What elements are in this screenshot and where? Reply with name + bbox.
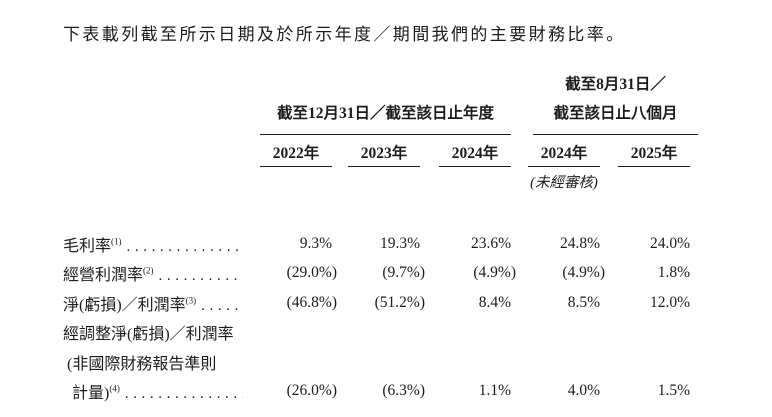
table-row-adjusted-net-margin-line3: 計量)(4) (26.0%) (6.3%) 1.1% 4.0% 1.5%: [63, 377, 690, 407]
header-body-spacer: [63, 196, 690, 229]
table-row-operating-margin: 經營利潤率(2) (29.0%) (9.7%) (4.9%) (4.9%) 1.…: [63, 259, 690, 289]
value-cell: 24.8%: [559, 234, 600, 252]
column-group-header-row: 截至12月31日／截至該日止年度 截至8月31日／ 截至該日止八個月: [63, 70, 698, 135]
value-cell: 1.8%: [657, 264, 690, 282]
unaudited-note: (未經審核): [530, 175, 598, 191]
footnote-marker: (2): [143, 265, 154, 276]
footnote-marker: (4): [109, 383, 120, 394]
value-cell: 8.5%: [567, 293, 600, 311]
value-cell: 19.3%: [379, 234, 420, 252]
row-label: (非國際財務報告準則: [67, 355, 217, 373]
column-group-eight-months-line2: 截至該日止八個月: [553, 105, 678, 122]
unaudited-note-row: (未經審核): [63, 167, 690, 196]
column-year-2022: 2022年: [260, 141, 332, 167]
value-cell: 23.6%: [470, 234, 511, 252]
row-label: 計量)(4): [72, 383, 120, 403]
value-cell: (26.0%): [286, 382, 337, 400]
value-cell: 24.0%: [649, 234, 690, 252]
column-group-eight-months-line1: 截至8月31日／: [565, 76, 666, 93]
row-label: 淨(虧損)／利潤率(3): [63, 295, 197, 314]
footnote-marker: (1): [111, 236, 122, 247]
financial-ratios-table: 截至12月31日／截至該日止年度 截至8月31日／ 截至該日止八個月 2022年…: [63, 70, 698, 407]
dot-leader: [127, 239, 243, 256]
value-cell: 1.1%: [478, 382, 511, 400]
dot-leader: [201, 298, 243, 315]
value-cell: 1.5%: [657, 382, 690, 400]
table-row-net-margin: 淨(虧損)／利潤率(3) (46.8%) (51.2%) 8.4% 8.5% 1…: [63, 288, 690, 318]
footnote-marker: (3): [185, 295, 197, 306]
table-row-adjusted-net-margin-line2: (非國際財務報告準則: [63, 347, 690, 377]
value-cell: (6.3%): [382, 382, 425, 400]
year-header-row: 2022年 2023年 2024年 2024年 2025年: [63, 131, 690, 167]
column-year-2025: 2025年: [618, 141, 690, 167]
column-group-annual: 截至12月31日／截至該日止年度: [260, 99, 511, 135]
value-cell: 4.0%: [567, 382, 600, 400]
value-cell: (4.9%): [562, 264, 605, 282]
value-cell: 8.4%: [478, 293, 511, 311]
row-label: 經營利潤率(2): [63, 265, 154, 285]
page-title: 下表載列截至所示日期及於所示年度／期間我們的主要財務比率。: [63, 25, 626, 44]
value-cell: (51.2%): [374, 293, 425, 311]
table-row-adjusted-net-margin-line1: 經調整淨(虧損)／利潤率: [63, 318, 690, 348]
value-cell: (9.7%): [382, 264, 425, 282]
dot-leader: [159, 268, 243, 285]
row-label: 毛利率(1): [63, 236, 122, 255]
row-label: 經調整淨(虧損)／利潤率: [63, 326, 234, 344]
table-row-gross-margin: 毛利率(1) 9.3% 19.3% 23.6% 24.8% 24.0%: [63, 229, 690, 259]
value-cell: 9.3%: [299, 234, 332, 252]
column-group-annual-label: 截至12月31日／截至該日止年度: [276, 105, 494, 122]
column-year-2024-interim: 2024年: [528, 141, 600, 167]
value-cell: (29.0%): [286, 264, 337, 282]
column-year-2024: 2024年: [439, 141, 511, 167]
column-group-eight-months: 截至8月31日／ 截至該日止八個月: [533, 70, 698, 135]
column-year-2023: 2023年: [348, 141, 420, 167]
dot-leader: [125, 386, 243, 403]
value-cell: (4.9%): [473, 264, 516, 282]
value-cell: (46.8%): [286, 293, 337, 311]
value-cell: 12.0%: [649, 293, 690, 311]
